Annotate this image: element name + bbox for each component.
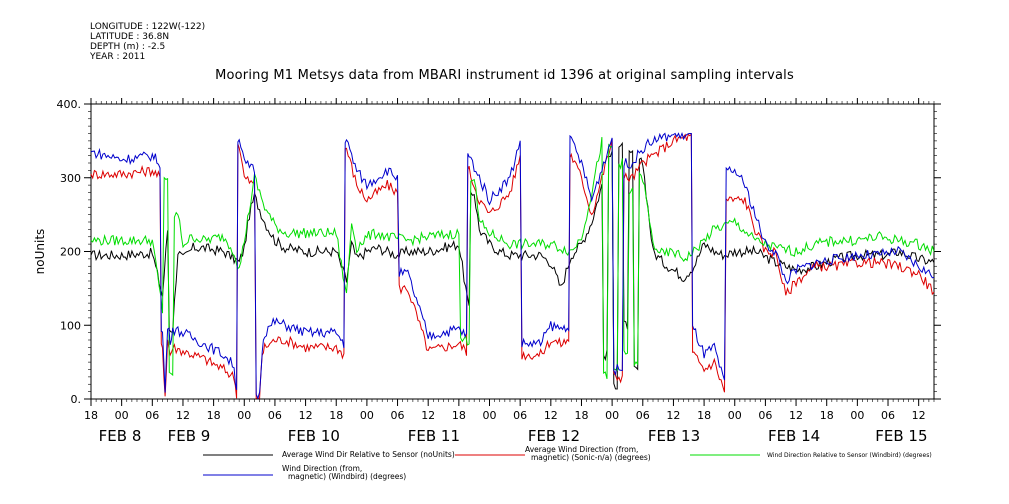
series-line-3 xyxy=(90,137,935,380)
x-tick-label: 18 xyxy=(84,409,98,422)
x-tick-label: 12 xyxy=(544,409,558,422)
x-tick-label: 18 xyxy=(207,409,221,422)
x-tick-label: 18 xyxy=(697,409,711,422)
x-tick-label: 12 xyxy=(666,409,680,422)
x-tick-label: 12 xyxy=(912,409,926,422)
x-tick-label: 12 xyxy=(299,409,313,422)
x-tick-label: 00 xyxy=(850,409,864,422)
legend-label-2: Average Wind Direction (from, xyxy=(525,445,638,454)
x-day-label: FEB 15 xyxy=(875,427,927,445)
series-line-1 xyxy=(90,141,935,390)
x-tick-label: 18 xyxy=(574,409,588,422)
year-text: YEAR : 2011 xyxy=(90,52,146,62)
x-day-label: FEB 9 xyxy=(168,427,211,445)
metadata-block: LONGITUDE : 122W(-122) LATITUDE : 36.8N … xyxy=(90,22,205,62)
x-tick-label: 00 xyxy=(237,409,251,422)
legend-label-4-cont: magnetic) (Windbird) (degrees) xyxy=(288,472,406,481)
x-day-label: FEB 8 xyxy=(99,427,142,445)
x-tick-label: 06 xyxy=(758,409,772,422)
x-day-label: FEB 11 xyxy=(408,427,460,445)
axes-group: 18 00 06 12 18 00 06 12 18 00 06 12 18 00 06 12 18 00 06 12… xyxy=(33,98,941,445)
x-tick-label: 12 xyxy=(176,409,190,422)
series-line-2 xyxy=(90,133,935,399)
y-tick-label: 200 xyxy=(60,246,81,259)
x-tick-label: 06 xyxy=(268,409,282,422)
legend-label-4: Wind Direction (from, xyxy=(282,464,362,473)
x-tick-label: 00 xyxy=(605,409,619,422)
x-tick-label: 06 xyxy=(881,409,895,422)
latitude-text: LATITUDE : 36.8N xyxy=(90,32,170,42)
legend-label-3: Wind Direction Relative to Sensor (Windb… xyxy=(767,452,932,459)
x-tick-label: 18 xyxy=(820,409,834,422)
x-tick-label: 12 xyxy=(421,409,435,422)
x-tick-label: 06 xyxy=(513,409,527,422)
x-tick-label: 12 xyxy=(789,409,803,422)
y-axis-label: noUnits xyxy=(33,229,47,275)
x-tick-label: 06 xyxy=(391,409,405,422)
chart-title: Mooring M1 Metsys data from MBARI instru… xyxy=(215,68,794,83)
legend-label-1: Average Wind Dir Relative to Sensor (noU… xyxy=(282,450,455,459)
x-tick-label: 00 xyxy=(728,409,742,422)
x-tick-label: 06 xyxy=(636,409,650,422)
legend-label-2-cont: magnetic) (Sonic-n/a) (degrees) xyxy=(531,453,651,462)
series-group xyxy=(90,131,935,400)
x-day-label: FEB 13 xyxy=(648,427,700,445)
y-tick-label: 100 xyxy=(60,319,81,332)
x-tick-label: 00 xyxy=(115,409,129,422)
x-tick-label: 18 xyxy=(329,409,343,422)
x-tick-label: 06 xyxy=(145,409,159,422)
y-tick-label: 300 xyxy=(60,172,81,185)
x-tick-label: 00 xyxy=(360,409,374,422)
depth-text: DEPTH (m) : -2.5 xyxy=(90,42,166,52)
y-tick-label: 400. xyxy=(57,98,82,111)
legend-group: Average Wind Dir Relative to Sensor (noU… xyxy=(203,445,932,481)
x-day-label: FEB 10 xyxy=(288,427,340,445)
x-tick-label: 00 xyxy=(483,409,497,422)
x-day-label: FEB 12 xyxy=(528,427,580,445)
plot-frame xyxy=(90,103,935,400)
x-tick-label: 18 xyxy=(452,409,466,422)
series-line-4 xyxy=(90,131,935,400)
y-tick-label: 0. xyxy=(71,393,82,406)
longitude-text: LONGITUDE : 122W(-122) xyxy=(90,22,206,32)
x-day-label: FEB 14 xyxy=(768,427,820,445)
